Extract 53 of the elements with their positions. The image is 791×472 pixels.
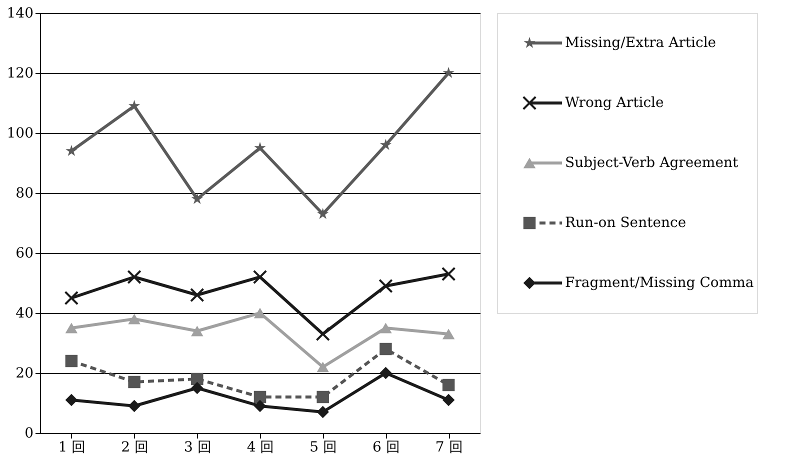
- y-tick-label: 80: [16, 186, 34, 202]
- point: [252, 270, 268, 284]
- point: [128, 400, 140, 412]
- x-tick-label: 7 回: [435, 440, 463, 456]
- point: [128, 100, 140, 111]
- point: [380, 138, 392, 150]
- legend-label: Subject-Verb Agreement: [565, 155, 738, 171]
- point: [128, 376, 140, 388]
- point: [441, 266, 456, 282]
- point: [128, 314, 140, 324]
- point: [380, 366, 392, 380]
- point: [442, 378, 455, 392]
- point: [65, 394, 78, 406]
- y-tick-label: 100: [6, 126, 34, 142]
- point: [64, 290, 79, 306]
- y-tick-label: 20: [16, 366, 34, 382]
- y-tick-label: 120: [6, 66, 34, 82]
- point: [442, 66, 454, 78]
- point: [254, 142, 266, 153]
- x-tick-label: 3 回: [184, 440, 212, 456]
- point: [191, 382, 204, 394]
- legend-label: Wrong Article: [565, 95, 664, 111]
- point: [127, 270, 142, 284]
- point: [191, 192, 203, 204]
- point: [190, 288, 204, 302]
- y-tick-label: 40: [16, 306, 34, 322]
- point: [380, 322, 392, 334]
- point: [316, 390, 329, 404]
- point: [65, 322, 78, 334]
- y-tick-label: 140: [6, 6, 34, 22]
- legend-label: Fragment/Missing Comma: [565, 275, 754, 291]
- point: [65, 354, 78, 368]
- point: [191, 372, 204, 386]
- y-tick-label: 60: [16, 246, 34, 262]
- point: [66, 144, 78, 156]
- x-tick-label: 6 回: [372, 440, 400, 456]
- x-tick-label: 2 回: [121, 440, 148, 456]
- point: [380, 342, 392, 356]
- legend-label: Missing/Extra Article: [565, 35, 716, 51]
- y-tick-label: 0: [24, 426, 34, 442]
- point: [442, 394, 455, 406]
- x-tick-label: 5 回: [310, 440, 338, 456]
- point: [316, 362, 329, 372]
- point: [191, 326, 204, 336]
- point: [316, 326, 330, 342]
- point: [442, 328, 455, 340]
- legend-label: Run-on Sentence: [565, 215, 686, 231]
- point: [378, 278, 393, 294]
- point: [254, 400, 266, 412]
- x-tick-label: 4 回: [246, 440, 274, 456]
- x-tick-label: 1 回: [58, 440, 86, 456]
- point: [317, 208, 329, 219]
- point: [316, 406, 329, 418]
